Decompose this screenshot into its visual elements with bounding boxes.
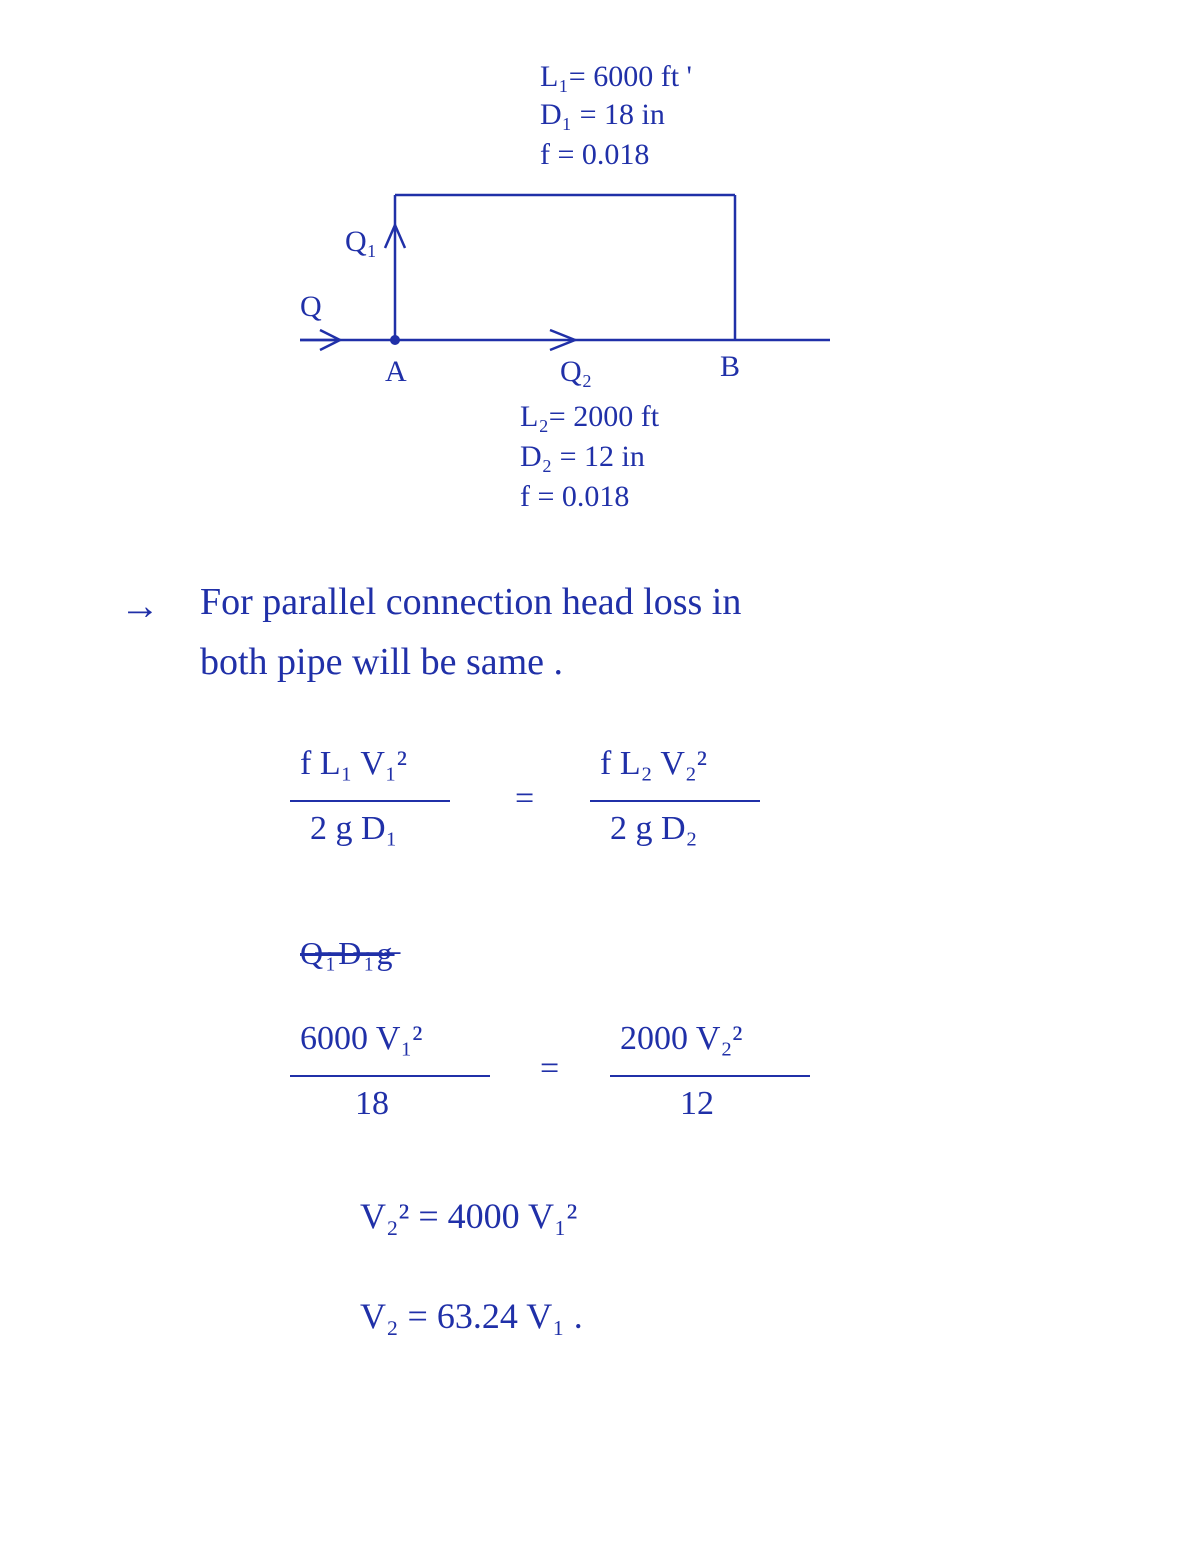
label-Q2: Q₂	[560, 355, 592, 389]
eq1-lhs-bar	[290, 800, 450, 802]
label-B: B	[720, 350, 740, 384]
eq1-rhs-num: f L₂ V₂²	[600, 745, 707, 783]
eq2-eq: =	[540, 1050, 559, 1088]
eq1-lhs-num: f L₁ V₁²	[300, 745, 407, 783]
eq4: V₂ = 63.24 V₁ .	[360, 1295, 583, 1337]
eq3: V₂² = 4000 V₁²	[360, 1195, 577, 1237]
pipe1-L: L₁= 6000 ft '	[540, 60, 692, 94]
strikethrough-text: Q̶₁̶D̶₁̶g̶	[300, 935, 395, 972]
pipe1-f: f = 0.018	[540, 138, 649, 172]
arrow-bullet: →	[120, 582, 160, 629]
eq1-eq: =	[515, 780, 534, 818]
pipe1-D: D₁ = 18 in	[540, 98, 665, 132]
label-Q: Q	[300, 290, 322, 324]
eq2-lhs-bar	[290, 1075, 490, 1077]
pipe2-f: f = 0.018	[520, 480, 629, 514]
eq1-lhs-den: 2 g D₁	[310, 810, 397, 848]
explain-line1: For parallel connection head loss in	[200, 580, 741, 624]
eq1-rhs-den: 2 g D₂	[610, 810, 697, 848]
eq2-rhs-num: 2000 V₂²	[620, 1020, 743, 1058]
pipe2-D: D₂ = 12 in	[520, 440, 645, 474]
eq2-lhs-den: 18	[355, 1085, 389, 1123]
explain-line2: both pipe will be same .	[200, 640, 563, 684]
eq2-rhs-bar	[610, 1075, 810, 1077]
label-A: A	[385, 355, 407, 389]
pipe2-L: L₂= 2000 ft	[520, 400, 659, 434]
eq2-lhs-num: 6000 V₁²	[300, 1020, 423, 1058]
eq1-rhs-bar	[590, 800, 760, 802]
label-Q1: Q₁	[345, 225, 377, 259]
eq2-rhs-den: 12	[680, 1085, 714, 1123]
